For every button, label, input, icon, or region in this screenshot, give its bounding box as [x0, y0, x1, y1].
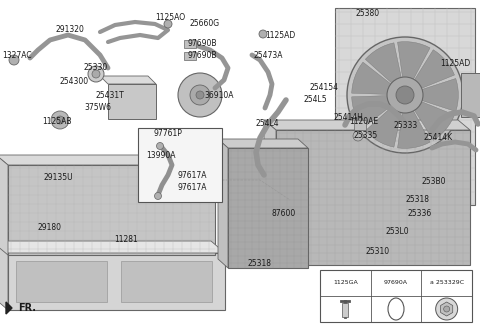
Text: 29180: 29180: [37, 223, 61, 233]
Text: 1327AC: 1327AC: [2, 51, 32, 60]
Text: 25414K: 25414K: [424, 133, 453, 142]
Bar: [461, 73, 480, 117]
Text: 291320: 291320: [55, 26, 84, 34]
Polygon shape: [0, 155, 8, 255]
Circle shape: [51, 111, 69, 129]
Text: 25318: 25318: [247, 258, 271, 268]
Text: 254154: 254154: [310, 84, 339, 92]
Polygon shape: [100, 76, 156, 84]
Circle shape: [88, 66, 104, 82]
Text: 1125GA: 1125GA: [333, 280, 358, 285]
Text: 97690B: 97690B: [188, 38, 217, 48]
Text: 254L4: 254L4: [255, 119, 278, 129]
Text: 97617A: 97617A: [178, 183, 207, 193]
Bar: [184, 52, 196, 60]
Bar: [320, 270, 472, 322]
Bar: [16, 261, 108, 302]
Text: 11281: 11281: [114, 236, 138, 244]
Text: 25335: 25335: [354, 132, 378, 140]
Bar: [8, 165, 215, 255]
Text: 375W6: 375W6: [84, 102, 111, 112]
Circle shape: [353, 131, 363, 141]
Bar: [342, 303, 348, 317]
Bar: [120, 261, 212, 302]
Circle shape: [164, 20, 172, 28]
Bar: [335, 8, 475, 205]
Text: 25330: 25330: [83, 64, 107, 72]
Bar: [108, 84, 156, 119]
Text: 1125AD: 1125AD: [440, 59, 470, 69]
Circle shape: [155, 193, 161, 199]
Text: 254300: 254300: [60, 77, 89, 87]
Text: 13990A: 13990A: [146, 151, 176, 159]
Circle shape: [156, 142, 164, 150]
Text: 29135U: 29135U: [44, 174, 73, 182]
Text: 253B0: 253B0: [421, 177, 445, 187]
Text: 254L5: 254L5: [303, 95, 326, 105]
Text: 1125AB: 1125AB: [42, 117, 72, 127]
Text: a 253329C: a 253329C: [430, 280, 464, 285]
Text: 25473A: 25473A: [253, 51, 283, 59]
Text: 25310: 25310: [365, 248, 389, 256]
Circle shape: [9, 55, 19, 65]
Circle shape: [259, 30, 267, 38]
Text: 97690A: 97690A: [384, 280, 408, 285]
Text: 97690B: 97690B: [188, 51, 217, 59]
Circle shape: [347, 37, 463, 153]
Text: FR.: FR.: [18, 303, 36, 313]
Text: 25414H: 25414H: [334, 113, 364, 122]
Bar: [184, 40, 196, 48]
Polygon shape: [0, 241, 8, 310]
Circle shape: [444, 306, 450, 312]
Polygon shape: [397, 95, 430, 148]
Polygon shape: [352, 95, 405, 128]
Polygon shape: [441, 302, 453, 316]
Text: 1125AO: 1125AO: [155, 13, 185, 23]
Bar: [8, 253, 225, 310]
Text: 87600: 87600: [272, 210, 296, 218]
Polygon shape: [405, 50, 455, 95]
Circle shape: [387, 77, 423, 113]
Circle shape: [396, 86, 414, 104]
Text: 1120AE: 1120AE: [349, 116, 378, 126]
Circle shape: [196, 91, 204, 99]
Polygon shape: [0, 155, 215, 165]
Text: 25431T: 25431T: [96, 91, 125, 99]
Polygon shape: [352, 62, 405, 95]
Circle shape: [178, 73, 222, 117]
Polygon shape: [397, 42, 430, 95]
Polygon shape: [405, 95, 455, 140]
Text: 1125AD: 1125AD: [265, 31, 295, 39]
Text: 25333: 25333: [393, 121, 417, 131]
Bar: [228, 148, 308, 268]
Circle shape: [56, 116, 64, 124]
Text: 97617A: 97617A: [178, 171, 207, 179]
Text: 36910A: 36910A: [204, 91, 233, 99]
Polygon shape: [365, 95, 405, 147]
Text: 25380: 25380: [355, 10, 379, 18]
Text: 25336: 25336: [407, 210, 431, 218]
Polygon shape: [6, 302, 12, 314]
Text: 25318: 25318: [405, 195, 429, 204]
Text: 253L0: 253L0: [385, 228, 408, 236]
Polygon shape: [405, 78, 458, 112]
Polygon shape: [218, 139, 308, 148]
Polygon shape: [264, 120, 470, 130]
Polygon shape: [365, 43, 405, 95]
Circle shape: [190, 85, 210, 105]
Bar: [138, 128, 222, 202]
Text: 25660G: 25660G: [190, 18, 220, 28]
Bar: [276, 130, 470, 265]
Circle shape: [436, 298, 457, 320]
Polygon shape: [264, 120, 276, 265]
Circle shape: [92, 70, 100, 78]
Polygon shape: [218, 139, 228, 268]
Polygon shape: [0, 241, 225, 253]
Bar: [354, 120, 366, 130]
Text: 97761P: 97761P: [153, 130, 182, 138]
